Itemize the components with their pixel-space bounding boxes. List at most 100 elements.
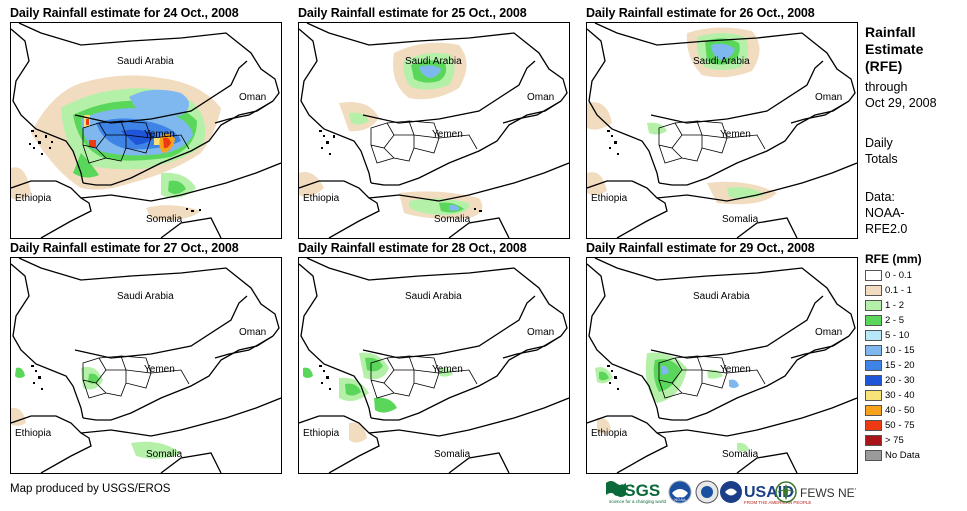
legend-label: 2 - 5: [885, 315, 905, 326]
coastal-islands: [319, 130, 482, 212]
legend-swatch: [865, 435, 882, 446]
legend-heading: Rainfall Estimate (RFE): [865, 24, 924, 74]
boundaries: [587, 258, 857, 473]
fews-text: FEWS NET: [800, 486, 856, 500]
legend-swatch: [865, 285, 882, 296]
legend-label: 30 - 40: [885, 390, 915, 401]
legend-title: RFE (mm): [865, 252, 922, 266]
map-svg: [11, 258, 281, 473]
label-somalia: Somalia: [722, 214, 759, 225]
admin-boundaries: [82, 120, 190, 164]
boundaries: [299, 23, 569, 238]
legend-item: 0.1 - 1: [865, 283, 920, 298]
partner-logos: USGS science for a changing world NOAA U…: [606, 479, 863, 505]
rainfall-layer: [11, 75, 221, 220]
legend-swatch: [865, 315, 882, 326]
noaa-text: NOAA: [674, 497, 686, 502]
label-somalia: Somalia: [722, 449, 759, 460]
usgs-text: USGS: [612, 481, 660, 500]
usgs-logo: USGS science for a changing world: [606, 481, 667, 504]
usaid-tagline: FROM THE AMERICAN PEOPLE: [744, 500, 811, 505]
panel-title-oct29: Daily Rainfall estimate for 29 Oct., 200…: [586, 241, 815, 255]
panel-title-oct26: Daily Rainfall estimate for 26 Oct., 200…: [586, 6, 815, 20]
map-panel-oct27: Saudi Arabia Oman Yemen Ethiopia Somalia: [10, 257, 282, 474]
map-svg: [587, 258, 857, 473]
legend-label: 1 - 2: [885, 300, 905, 311]
rainfall-layer: [595, 352, 749, 452]
legend-item: 15 - 20: [865, 358, 920, 373]
legend-swatch: [865, 270, 882, 281]
map-svg: [299, 258, 569, 473]
legend-label: 20 - 30: [885, 375, 915, 386]
label-ethiopia: Ethiopia: [591, 193, 628, 204]
legend-item: 50 - 75: [865, 418, 920, 433]
legend-swatch: [865, 405, 882, 416]
label-oman: Oman: [239, 92, 267, 103]
legend: 0 - 0.1 0.1 - 1 1 - 2 2 - 5 5 - 10 10 - 15 15 …: [865, 268, 920, 463]
label-yemen: Yemen: [720, 129, 751, 140]
legend-item: 30 - 40: [865, 388, 920, 403]
panel-title-oct27: Daily Rainfall estimate for 27 Oct., 200…: [10, 241, 239, 255]
admin-boundaries: [82, 355, 190, 399]
map-panel-oct24: Saudi Arabia Oman Yemen Ethiopia Somalia: [10, 22, 282, 239]
label-saudi-arabia: Saudi Arabia: [117, 56, 174, 67]
panel-title-oct28: Daily Rainfall estimate for 28 Oct., 200…: [298, 241, 527, 255]
label-oman: Oman: [815, 92, 843, 103]
coastal-islands: [607, 365, 619, 390]
legend-label: > 75: [885, 435, 904, 446]
legend-label: 0 - 0.1: [885, 270, 912, 281]
label-yemen: Yemen: [144, 364, 175, 375]
panel-title-oct25: Daily Rainfall estimate for 25 Oct., 200…: [298, 6, 527, 20]
usaid-text: USAID: [744, 484, 794, 501]
rainfall-layer: [299, 42, 483, 219]
label-oman: Oman: [527, 327, 555, 338]
label-ethiopia: Ethiopia: [15, 428, 52, 439]
label-saudi-arabia: Saudi Arabia: [693, 291, 750, 302]
usgs-tagline: science for a changing world: [609, 499, 667, 504]
map-svg: [587, 23, 857, 238]
label-oman: Oman: [527, 92, 555, 103]
legend-item: > 75: [865, 433, 920, 448]
legend-item: 1 - 2: [865, 298, 920, 313]
coastal-islands: [319, 365, 331, 390]
boundaries: [299, 258, 569, 473]
coastal-islands: [607, 130, 619, 155]
admin-boundaries: [658, 355, 766, 399]
usaid-logo: USAID FROM THE AMERICAN PEOPLE: [720, 481, 811, 505]
label-somalia: Somalia: [146, 449, 183, 460]
legend-swatch: [865, 420, 882, 431]
boundaries: [11, 23, 281, 238]
label-yemen: Yemen: [144, 129, 175, 140]
label-saudi-arabia: Saudi Arabia: [405, 291, 462, 302]
legend-swatch: [865, 345, 882, 356]
label-somalia: Somalia: [434, 449, 471, 460]
rainfall-layer: [11, 366, 181, 459]
date-range: through Oct 29, 2008: [865, 80, 937, 110]
label-yemen: Yemen: [720, 364, 751, 375]
legend-label: 0.1 - 1: [885, 285, 912, 296]
data-source: Data: NOAA- RFE2.0: [865, 190, 908, 236]
coastal-islands: [31, 365, 43, 390]
legend-item: No Data: [865, 448, 920, 463]
label-somalia: Somalia: [146, 214, 183, 225]
footer-credit: Map produced by USGS/EROS: [10, 483, 171, 495]
label-ethiopia: Ethiopia: [303, 428, 340, 439]
legend-label: 5 - 10: [885, 330, 910, 341]
legend-swatch: [865, 375, 882, 386]
panel-title-oct24: Daily Rainfall estimate for 24 Oct., 200…: [10, 6, 239, 20]
label-ethiopia: Ethiopia: [591, 428, 628, 439]
boundaries: [587, 23, 857, 238]
label-saudi-arabia: Saudi Arabia: [117, 291, 174, 302]
dos-seal: [695, 480, 719, 504]
legend-swatch: [865, 450, 882, 461]
legend-item: 2 - 5: [865, 313, 920, 328]
label-yemen: Yemen: [432, 129, 463, 140]
map-panel-oct29: Saudi Arabia Oman Yemen Ethiopia Somalia: [586, 257, 858, 474]
legend-label: No Data: [885, 450, 920, 461]
label-saudi-arabia: Saudi Arabia: [405, 56, 462, 67]
admin-boundaries: [370, 355, 478, 399]
legend-label: 15 - 20: [885, 360, 915, 371]
label-ethiopia: Ethiopia: [15, 193, 52, 204]
noaa-logo: NOAA: [668, 480, 692, 504]
legend-label: 10 - 15: [885, 345, 915, 356]
